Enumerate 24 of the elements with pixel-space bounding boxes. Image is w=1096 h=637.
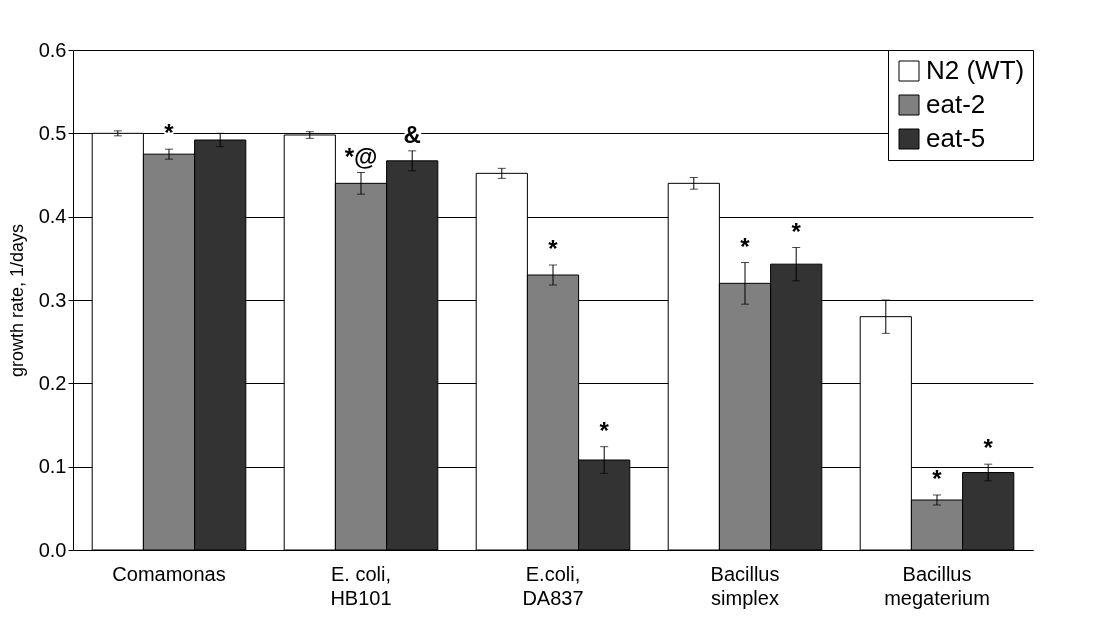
x-tick-label: E. coli, HB101: [330, 562, 392, 609]
data-label: *: [164, 119, 175, 147]
data-label: *: [548, 235, 559, 262]
y-tick-label: 0.1: [38, 455, 67, 478]
data-label: *: [791, 217, 802, 245]
x-tick-label: Comamonas: [112, 562, 226, 585]
x-tick-label: Bacillus megaterium: [884, 562, 990, 609]
y-tick-label: 0.4: [38, 205, 67, 228]
legend-label: eat-5: [926, 123, 986, 153]
y-tick-label: 0.3: [38, 288, 67, 311]
legend-label: N2 (WT): [926, 55, 1025, 85]
y-tick-label: 0.2: [38, 371, 67, 394]
x-tick-label: E.coli, DA837: [522, 562, 584, 609]
y-tick-label: 0.0: [38, 538, 67, 561]
data-label: *: [599, 416, 610, 444]
data-label: *: [983, 434, 994, 462]
y-axis-title: growth rate, 1/days: [6, 223, 27, 378]
data-label: *: [932, 465, 943, 492]
data-label: *@: [344, 142, 378, 170]
legend-label: eat-2: [926, 89, 986, 119]
x-tick-label: Bacillus simplex: [710, 562, 780, 609]
y-tick-label: 0.5: [38, 121, 67, 144]
y-tick-label: 0.6: [38, 38, 67, 61]
data-label: *: [740, 232, 751, 260]
